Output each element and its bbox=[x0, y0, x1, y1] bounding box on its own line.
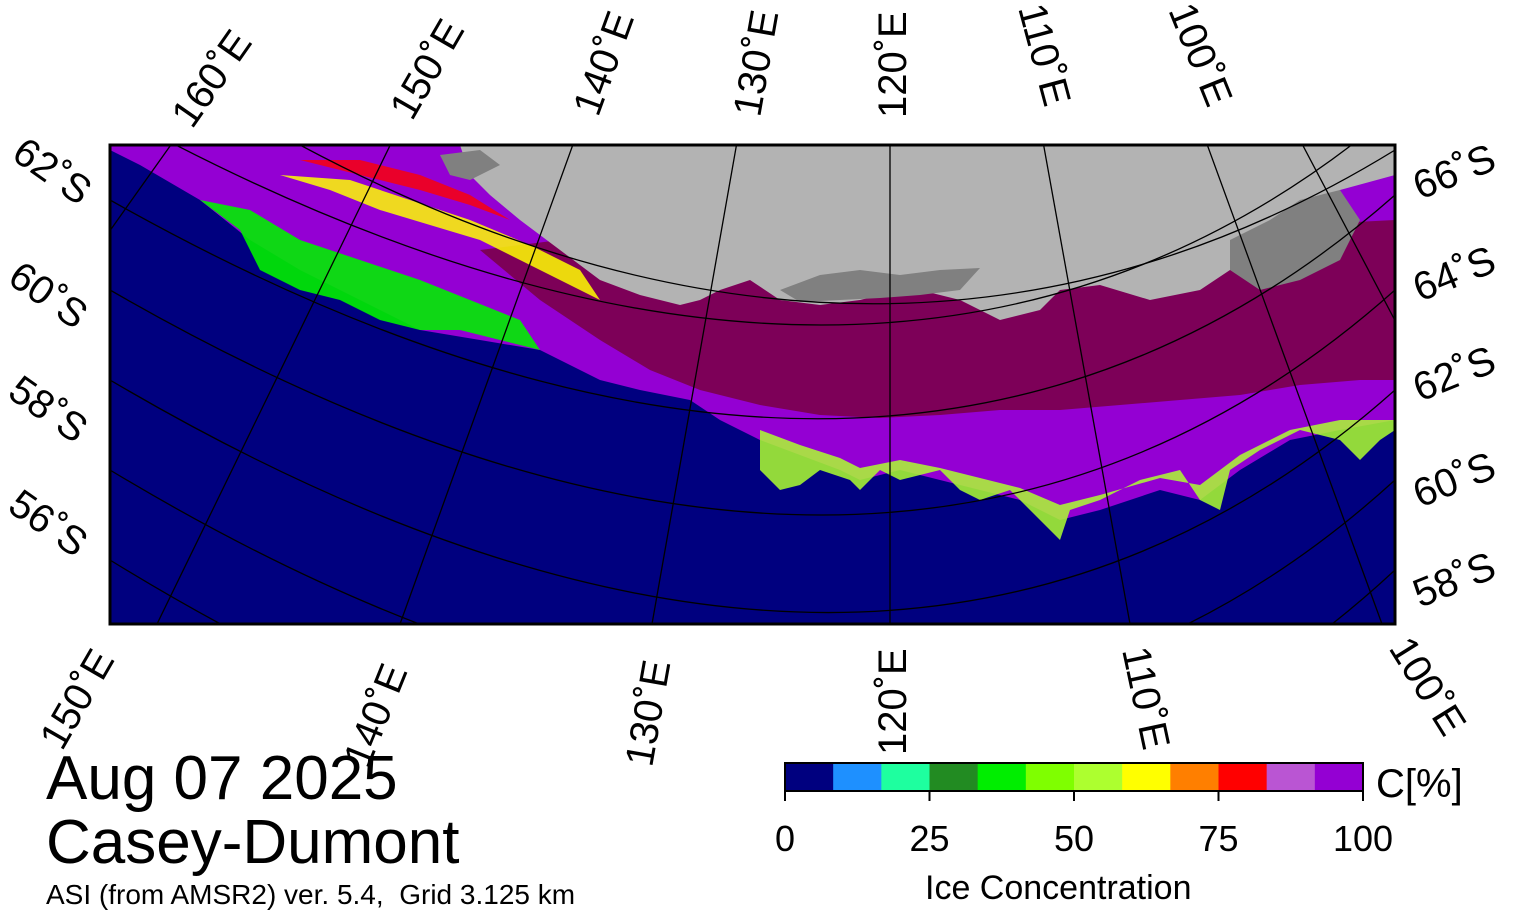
lon-label-top: 160˚E bbox=[163, 22, 260, 135]
lon-label-bottom: 110˚E bbox=[1113, 643, 1178, 754]
lon-label-top: 100˚E bbox=[1160, 0, 1241, 112]
longitude-lines bbox=[110, 145, 1395, 624]
lat-label-left: 58˚S bbox=[1, 367, 95, 452]
ice-shelf-central bbox=[780, 268, 980, 302]
ice-shelf-east bbox=[1230, 190, 1360, 290]
lon-labels-top: 160˚E 150˚E 140˚E 130˚E 120˚E 110˚E 100˚… bbox=[163, 0, 1240, 135]
colorbar-swatch bbox=[881, 763, 930, 791]
colorbar-tick-label: 25 bbox=[909, 818, 949, 859]
colorbar-tick-label: 75 bbox=[1198, 818, 1238, 859]
colorbar-swatch bbox=[1266, 763, 1316, 791]
lat-label-right: 64˚S bbox=[1407, 238, 1502, 310]
antarctica-land bbox=[460, 145, 1395, 320]
colorbar-swatch bbox=[1170, 763, 1219, 791]
colorbar-unit: C[%] bbox=[1376, 762, 1463, 806]
lat-label-left: 56˚S bbox=[1, 481, 95, 566]
colorbar-title: Ice Concentration bbox=[925, 869, 1192, 907]
lon-label-bottom: 120˚E bbox=[871, 648, 915, 755]
map-panel bbox=[110, 145, 1395, 624]
latitude-lines bbox=[110, 145, 1395, 624]
lon-label-top: 130˚E bbox=[726, 7, 788, 120]
ice-edge-tongues bbox=[760, 420, 1395, 540]
lon-label-top: 110˚E bbox=[1009, 0, 1078, 111]
lon-label-top: 150˚E bbox=[382, 12, 473, 126]
colorbar-swatch bbox=[1314, 763, 1364, 791]
colorbar-tick-label: 100 bbox=[1333, 818, 1393, 859]
lon-label-bottom: 100˚E bbox=[1380, 629, 1474, 743]
lon-label-bottom: 150˚E bbox=[32, 642, 123, 756]
ice-shelf-west bbox=[440, 150, 500, 180]
colorbar-tick-label: 50 bbox=[1054, 818, 1094, 859]
colorbar-swatch bbox=[929, 763, 979, 791]
lat-label-right: 60˚S bbox=[1407, 444, 1502, 516]
marginal-ice-green bbox=[200, 200, 540, 350]
colorbar: 0 25 50 75 100 bbox=[775, 762, 1393, 859]
map-frame bbox=[108, 143, 1397, 626]
lat-label-right: 58˚S bbox=[1407, 544, 1502, 616]
lon-label-bottom: 130˚E bbox=[618, 657, 680, 770]
lat-labels-left: 62˚S 60˚S 58˚S 56˚S bbox=[1, 129, 99, 566]
lat-label-left: 62˚S bbox=[5, 129, 99, 214]
source-label: ASI (from AMSR2) ver. 5.4, Grid 3.125 km bbox=[46, 879, 576, 910]
colorbar-swatch bbox=[833, 763, 882, 791]
lat-label-left: 60˚S bbox=[1, 253, 95, 338]
colorbar-swatch bbox=[785, 763, 834, 791]
colorbar-tick-label: 0 bbox=[775, 818, 795, 859]
colorbar-swatch bbox=[1122, 763, 1171, 791]
region-label: Casey-Dumont bbox=[46, 808, 460, 877]
lon-label-top: 140˚E bbox=[565, 6, 643, 121]
marginal-ice-red bbox=[300, 160, 510, 220]
colorbar-swatch bbox=[1074, 763, 1123, 791]
colorbar-swatch bbox=[977, 763, 1027, 791]
lat-labels-right: 66˚S 64˚S 62˚S 60˚S 58˚S bbox=[1407, 136, 1502, 616]
lat-label-right: 62˚S bbox=[1407, 338, 1502, 410]
lat-label-right: 66˚S bbox=[1407, 136, 1502, 208]
date-label: Aug 07 2025 bbox=[46, 744, 398, 813]
colorbar-swatch bbox=[1025, 763, 1075, 791]
lon-label-top: 120˚E bbox=[871, 11, 915, 118]
colorbar-swatch bbox=[1218, 763, 1268, 791]
